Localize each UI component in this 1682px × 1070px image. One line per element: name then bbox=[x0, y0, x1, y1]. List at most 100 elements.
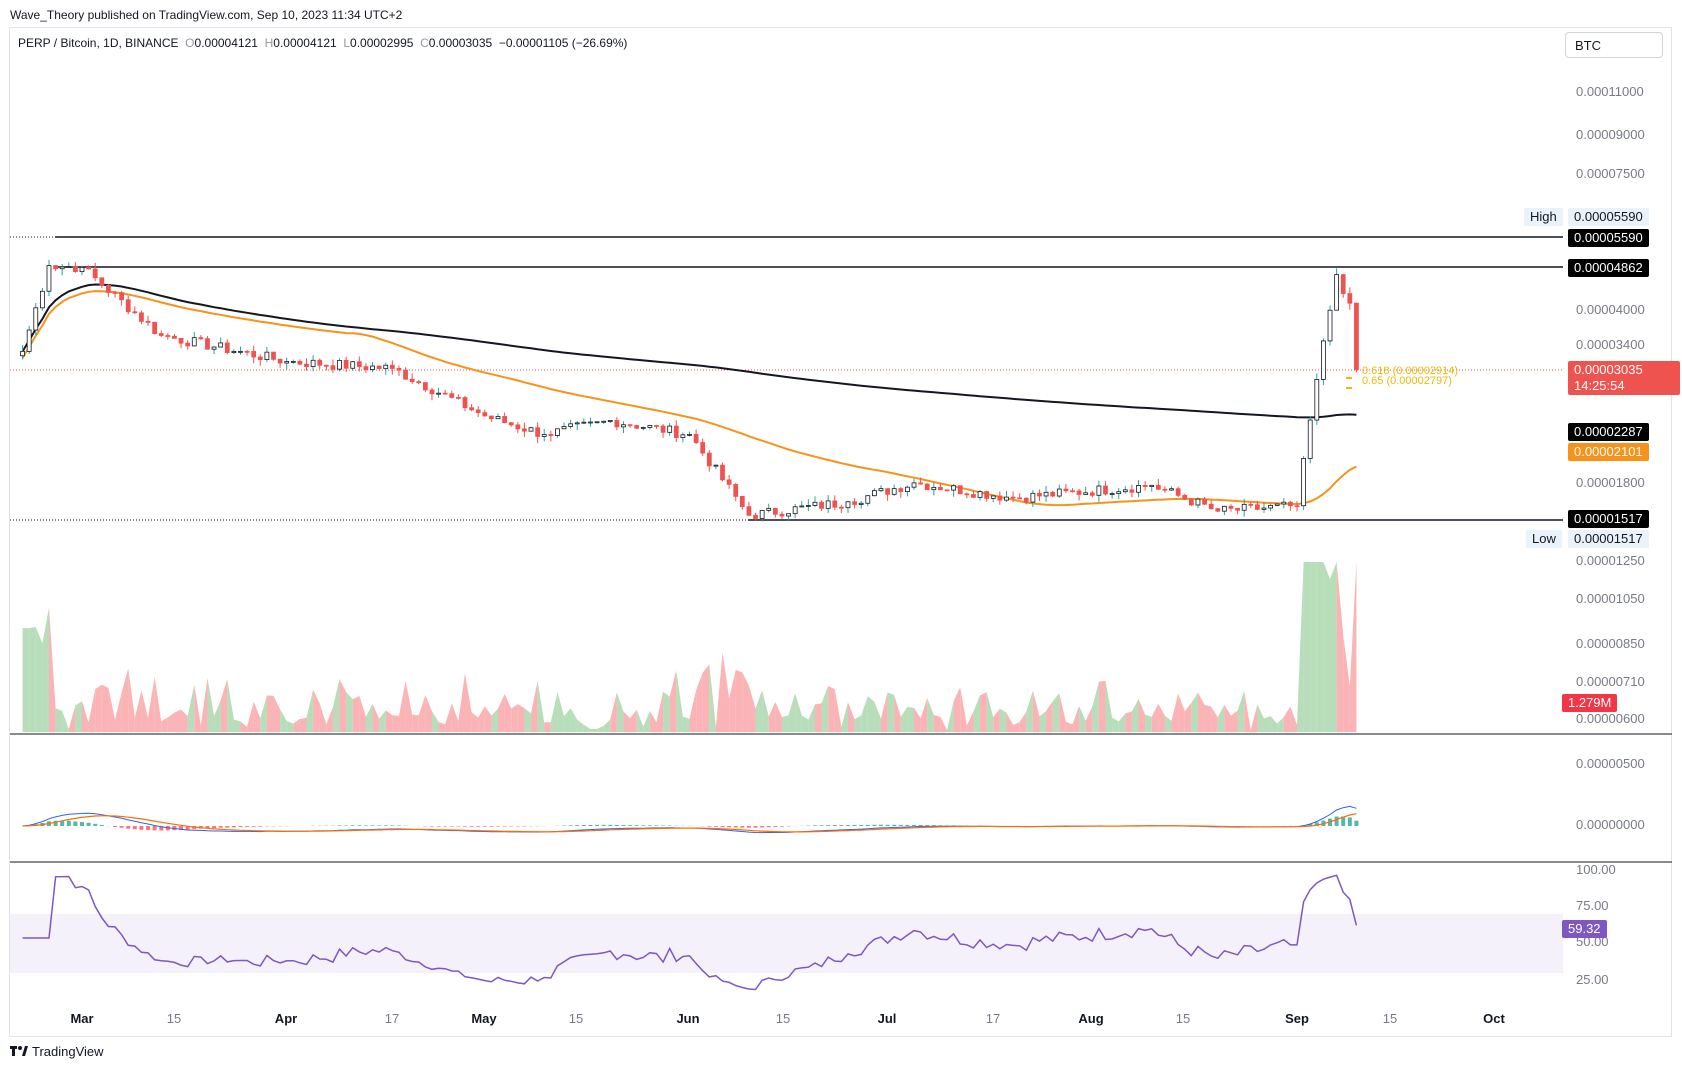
macd-histogram-bar bbox=[159, 826, 164, 831]
volume-segment bbox=[1191, 692, 1198, 732]
macd-histogram-bar bbox=[707, 826, 712, 827]
macd-histogram-bar bbox=[905, 824, 910, 826]
volume-segment bbox=[1131, 698, 1139, 732]
volume-segment bbox=[1006, 712, 1014, 732]
macd-histogram-bar bbox=[614, 825, 619, 826]
volume-segment bbox=[781, 715, 789, 732]
candle-body bbox=[515, 424, 521, 430]
volume-segment bbox=[359, 695, 366, 732]
rsi-value-tag: 59.32 bbox=[1562, 920, 1607, 938]
macd-histogram-bar bbox=[238, 826, 243, 828]
symbol-label[interactable]: PERP / Bitcoin, 1D, BINANCE bbox=[18, 36, 179, 50]
volume-segment bbox=[1263, 716, 1271, 732]
volume-segment bbox=[953, 687, 961, 732]
volume-segment bbox=[227, 679, 234, 732]
currency-button[interactable]: BTC bbox=[1565, 32, 1663, 58]
candle-body bbox=[356, 361, 362, 367]
volume-segment bbox=[603, 719, 611, 732]
macd-histogram-bar bbox=[885, 824, 890, 826]
candle-body bbox=[178, 337, 184, 344]
macd-histogram-bar bbox=[925, 825, 930, 826]
macd-histogram-bar bbox=[482, 826, 487, 827]
candle-body bbox=[621, 424, 626, 428]
ma50-path bbox=[21, 290, 1357, 507]
tradingview-logo-icon bbox=[10, 1046, 28, 1056]
volume-segment bbox=[861, 696, 868, 732]
candle-body bbox=[185, 342, 191, 347]
macd-axis-label: 0.00000500 bbox=[1576, 756, 1645, 771]
volume-segment bbox=[907, 706, 915, 732]
volume-segment bbox=[1013, 722, 1020, 732]
price-axis-label: 0.00001800 bbox=[1576, 475, 1645, 490]
candle-body bbox=[271, 351, 276, 360]
time-axis-label: Jun bbox=[676, 1011, 700, 1026]
volume-segment bbox=[240, 721, 248, 732]
candle-body bbox=[739, 496, 745, 508]
fib-65-label: 0.65 (0.00002797) bbox=[1362, 375, 1452, 387]
volume-segment bbox=[894, 694, 901, 732]
macd-histogram-bar bbox=[575, 825, 580, 826]
candle-body bbox=[614, 420, 620, 428]
candle-body bbox=[125, 299, 131, 313]
high-key: H bbox=[264, 36, 274, 50]
candle-body bbox=[957, 485, 963, 495]
volume-segment bbox=[1204, 704, 1212, 732]
change-value: −0.00001105 (−26.69%) bbox=[498, 36, 628, 50]
close-key: C bbox=[420, 36, 429, 50]
volume-segment bbox=[847, 702, 855, 732]
volume-segment bbox=[425, 695, 432, 732]
candle-body bbox=[918, 482, 923, 485]
volume-segment bbox=[1217, 704, 1225, 732]
volume-segment bbox=[854, 715, 862, 732]
candle-body bbox=[502, 416, 507, 424]
macd-histogram-bar bbox=[608, 824, 613, 826]
candle-body bbox=[350, 361, 356, 369]
macd-histogram-bar bbox=[713, 826, 718, 827]
macd-histogram-bar bbox=[258, 826, 263, 827]
volume-segment bbox=[676, 670, 683, 732]
candle-body bbox=[284, 361, 290, 364]
macd-histogram-bar bbox=[839, 825, 844, 826]
candle-body bbox=[779, 513, 785, 517]
candle-body bbox=[264, 351, 270, 361]
candle-body bbox=[251, 351, 257, 358]
candle-body bbox=[244, 350, 250, 353]
macd-histogram-bar bbox=[139, 826, 144, 830]
candle-body bbox=[1235, 507, 1240, 511]
price-axis-label: 0.00000850 bbox=[1576, 636, 1645, 651]
footer-brand[interactable]: TradingView bbox=[10, 1044, 104, 1059]
volume-segment bbox=[821, 685, 829, 732]
candle-body bbox=[574, 422, 580, 425]
candle-body bbox=[720, 464, 725, 481]
volume-segment bbox=[504, 694, 512, 732]
candle-body bbox=[304, 363, 309, 367]
macd-histogram-bar bbox=[1354, 820, 1359, 826]
candle-body bbox=[224, 342, 230, 353]
candle-body bbox=[872, 490, 877, 497]
macd-histogram-bar bbox=[753, 826, 758, 828]
price-axis-label: 0.00000600 bbox=[1576, 711, 1645, 726]
candle-body bbox=[852, 501, 857, 505]
volume-segment bbox=[960, 687, 967, 732]
macd-histogram-bar bbox=[476, 826, 481, 827]
candle-body bbox=[1334, 274, 1340, 311]
candle-body bbox=[53, 265, 58, 270]
candle-body bbox=[297, 360, 303, 365]
candle-body bbox=[363, 366, 369, 370]
volume-segment bbox=[1032, 690, 1040, 732]
macd-histogram-bar bbox=[859, 825, 864, 826]
volume-segment bbox=[1105, 680, 1113, 732]
candle-body bbox=[1261, 507, 1267, 510]
candle-body bbox=[489, 415, 494, 420]
macd-histogram-bar bbox=[93, 823, 98, 826]
macd-histogram-bar bbox=[218, 826, 223, 828]
price-axis-label: 0.00009000 bbox=[1576, 127, 1645, 142]
macd-histogram-bar bbox=[634, 825, 639, 826]
candle-body bbox=[442, 392, 448, 395]
low-value: 0.00002995 bbox=[350, 36, 414, 50]
candle-body bbox=[528, 427, 534, 432]
candle-body bbox=[1354, 302, 1359, 370]
candle-body bbox=[786, 513, 791, 517]
candle-body bbox=[1063, 488, 1069, 492]
